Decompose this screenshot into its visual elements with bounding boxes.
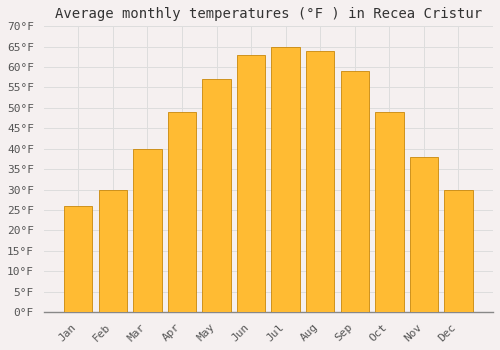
Bar xyxy=(133,149,162,312)
Bar xyxy=(98,189,127,312)
Bar xyxy=(237,55,266,312)
Bar xyxy=(272,47,300,312)
Bar xyxy=(410,157,438,312)
Title: Average monthly temperatures (°F ) in Recea Cristur: Average monthly temperatures (°F ) in Re… xyxy=(55,7,482,21)
Bar xyxy=(168,112,196,312)
Bar xyxy=(444,189,472,312)
Bar xyxy=(64,206,92,312)
Bar xyxy=(306,51,334,312)
Bar xyxy=(375,112,404,312)
Bar xyxy=(202,79,230,312)
Bar xyxy=(340,71,369,312)
